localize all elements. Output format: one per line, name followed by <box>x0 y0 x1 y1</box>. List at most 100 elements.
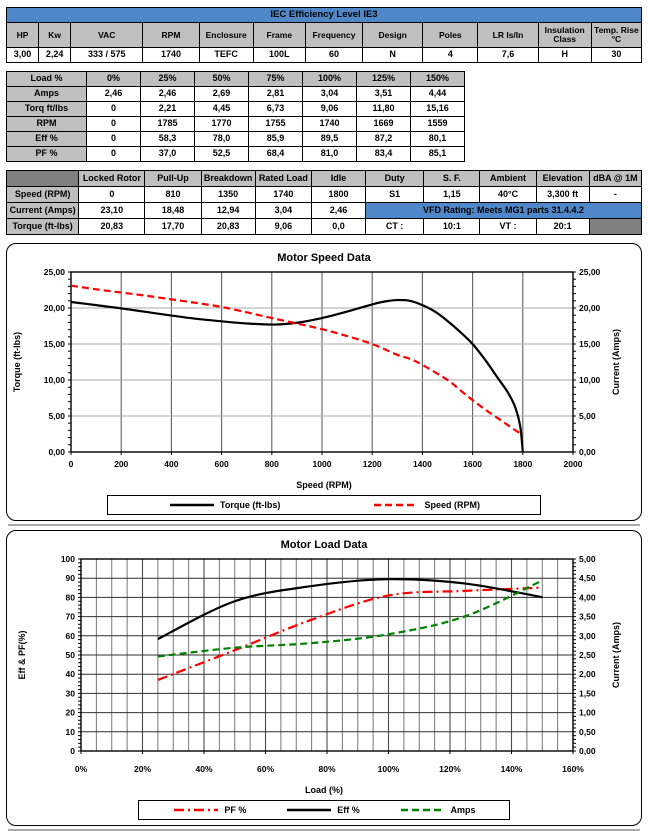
legend-line-sample <box>400 808 445 812</box>
column-header: 100% <box>302 71 357 87</box>
x-tick-label: 2000 <box>564 459 583 469</box>
row-header: PF % <box>6 146 87 162</box>
filler-cell <box>588 218 643 235</box>
column-header: Kw <box>38 22 72 48</box>
legend-label: Speed (RPM) <box>424 500 480 510</box>
table-cell: 3,300 ft <box>535 186 590 203</box>
y-tick-label: 10 <box>66 727 76 737</box>
table-cell: 52,5 <box>194 146 249 162</box>
y-axis-title-left: Torque (ft-lbs) <box>12 332 22 392</box>
x-tick-label: 40% <box>195 764 212 774</box>
y-axis-title-right: Current (Amps) <box>611 622 621 688</box>
table-cell: 85,9 <box>248 131 303 147</box>
legend-line-sample <box>287 808 332 812</box>
column-header: Pull-Up <box>144 170 202 187</box>
table-cell: N <box>362 47 424 63</box>
series-eff- <box>157 578 543 641</box>
y-tick-label: 5,00 <box>579 411 596 421</box>
table-cell: 15,16 <box>410 101 465 117</box>
ct-value: 10:1 <box>423 218 481 235</box>
column-header: Load % <box>6 71 87 87</box>
row-header: Torque (ft-lbs) <box>5 218 80 235</box>
table-cell: 333 / 575 <box>70 47 144 63</box>
motor-load-plot: 0 10 20 30 40 50 60 70 80 90 100 0,00 0,50 1,00 1,50 2,… <box>17 554 621 774</box>
column-header: S. F. <box>423 170 481 187</box>
y-tick-label: 25,00 <box>579 267 601 277</box>
table-cell: 37,0 <box>140 146 195 162</box>
y-tick-label: 4,00 <box>579 592 596 602</box>
table-cell: 2,46 <box>140 86 195 102</box>
row-header: Amps <box>6 86 87 102</box>
table-cell: 1559 <box>410 116 465 132</box>
legend-item: Amps <box>399 805 476 815</box>
nameplate-title: IEC Efficiency Level IE3 <box>6 7 642 23</box>
legend-item: PF % <box>172 805 246 815</box>
table-cell: 23,10 <box>78 202 146 219</box>
x-tick-label: 200 <box>114 459 128 469</box>
x-tick-label: 1600 <box>463 459 482 469</box>
table-cell: 20,83 <box>78 218 146 235</box>
y-tick-label: 0,00 <box>579 447 596 457</box>
table-cell: 4,44 <box>410 86 465 102</box>
x-tick-label: 140% <box>501 764 523 774</box>
table-cell: 80,1 <box>410 131 465 147</box>
y-tick-label: 50 <box>66 650 76 660</box>
series-pf- <box>157 586 543 681</box>
legend-item: Torque (ft-lbs) <box>168 500 280 510</box>
legend-label: Torque (ft-lbs) <box>220 500 281 510</box>
legend-label: Eff % <box>337 805 360 815</box>
column-header: 150% <box>410 71 465 87</box>
chart-title: Motor Speed Data <box>277 252 371 264</box>
y-tick-label: 0,50 <box>579 727 596 737</box>
y-tick-label: 20,00 <box>44 303 66 313</box>
table-cell: 1800 <box>310 186 367 203</box>
x-tick-label: 80% <box>318 764 335 774</box>
table-cell: 0 <box>86 131 141 147</box>
table-cell: 2,69 <box>194 86 249 102</box>
x-axis-title: Load (%) <box>305 785 343 795</box>
table-cell: 87,2 <box>356 131 411 147</box>
table-cell: 17,70 <box>144 218 202 235</box>
y-tick-label: 70 <box>66 612 76 622</box>
y-tick-label: 1,50 <box>579 688 596 698</box>
legend-item: Eff % <box>285 805 360 815</box>
table-cell: 3,04 <box>254 202 312 219</box>
column-header: Poles <box>422 22 479 48</box>
table-row: Torq ft/lbs 0 2,21 4,45 6,73 9,06 11,80 … <box>6 101 465 117</box>
table-cell: 9,06 <box>254 218 312 235</box>
table-row: PF % 0 37,0 52,5 68,4 81,0 83,4 85,1 <box>6 146 465 162</box>
x-tick-label: 1800 <box>513 459 532 469</box>
motor-speed-plot: 0,00 5,00 10,00 15,00 20,00 25,00 0,00 5,00 10,0… <box>12 267 621 469</box>
performance-table: Locked Rotor Pull-Up Breakdown Rated Loa… <box>5 170 643 235</box>
x-tick-label: 20% <box>134 764 151 774</box>
table-cell: 60 <box>304 47 364 63</box>
table-cell: 1669 <box>356 116 411 132</box>
legend-line-sample <box>170 503 215 507</box>
table-cell: 2,46 <box>86 86 141 102</box>
legend-label: Amps <box>450 805 476 815</box>
column-header: Rated Load <box>254 170 312 187</box>
column-header: 75% <box>248 71 303 87</box>
chart-legend: Torque (ft-lbs) Speed (RPM) <box>107 495 541 515</box>
column-header: 50% <box>194 71 249 87</box>
table-cell: 0 <box>86 101 141 117</box>
y-tick-label: 2,50 <box>579 650 596 660</box>
y-tick-label: 30 <box>66 688 76 698</box>
x-tick-label: 0 <box>69 459 74 469</box>
y-tick-label: 0,00 <box>48 447 65 457</box>
table-cell: 81,0 <box>302 146 357 162</box>
nameplate-table: IEC Efficiency Level IE3 HP Kw VAC RPM E… <box>5 7 643 63</box>
table-cell: 1770 <box>194 116 249 132</box>
column-header: Frequency <box>304 22 364 48</box>
x-tick-label: 160% <box>562 764 584 774</box>
column-header: Duty <box>365 170 425 187</box>
chart-title: Motor Load Data <box>280 539 368 551</box>
column-header: LR Is/In <box>477 22 539 48</box>
y-tick-label: 3,00 <box>579 631 596 641</box>
table-cell: 1,15 <box>423 186 481 203</box>
table-cell: 9,06 <box>302 101 357 117</box>
series-amps <box>157 579 543 658</box>
divider <box>8 524 640 526</box>
y-tick-label: 10,00 <box>44 375 66 385</box>
